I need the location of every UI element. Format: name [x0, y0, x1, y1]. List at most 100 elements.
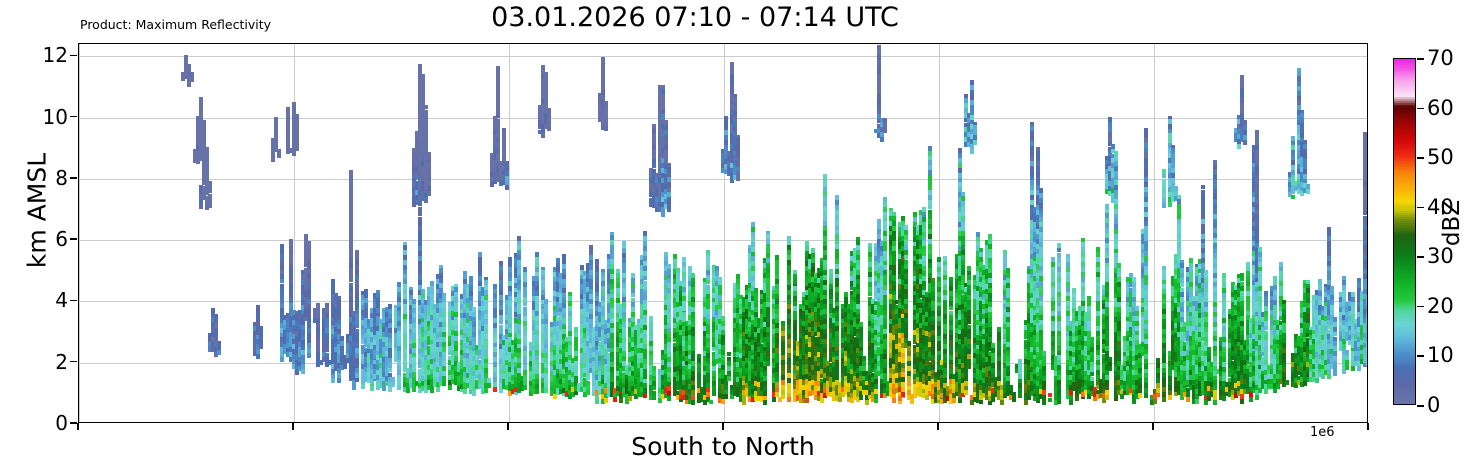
- radar-cell: [307, 338, 311, 343]
- radar-cell: [673, 259, 677, 264]
- radar-cell: [610, 313, 614, 318]
- radar-cell: [793, 301, 797, 306]
- radar-cell: [388, 353, 392, 358]
- radar-cell: [496, 84, 500, 89]
- radar-cell: [856, 275, 860, 280]
- radar-cell: [823, 211, 827, 216]
- radar-cell: [442, 332, 446, 337]
- radar-cell: [397, 360, 401, 365]
- radar-cell: [355, 304, 359, 309]
- radar-cell: [412, 308, 416, 313]
- radar-cell: [469, 276, 473, 281]
- radar-cell: [277, 149, 281, 153]
- radar-cell: [499, 290, 503, 295]
- radar-cell: [718, 280, 722, 285]
- radar-cell: [781, 380, 785, 385]
- radar-cell: [691, 361, 695, 366]
- radar-cell: [883, 207, 887, 212]
- radar-cell: [649, 316, 653, 321]
- radar-cell: [496, 89, 500, 94]
- radar-cell: [355, 294, 359, 299]
- radar-cell: [673, 254, 677, 259]
- radar-cell: [307, 269, 311, 274]
- radar-cell: [508, 281, 512, 286]
- radar-cell: [652, 395, 656, 400]
- radar-cell: [868, 257, 872, 262]
- radar-cell: [307, 309, 311, 314]
- radar-cell: [454, 287, 458, 292]
- radar-cell: [616, 278, 620, 283]
- radar-cell: [388, 368, 392, 373]
- radar-cell: [496, 94, 500, 99]
- radar-cell: [697, 363, 701, 368]
- radar-cell: [304, 234, 308, 238]
- radar-cell: [835, 297, 839, 302]
- radar-cell: [364, 298, 368, 303]
- radar-cell: [307, 343, 311, 348]
- radar-cell: [484, 305, 488, 310]
- radar-cell: [562, 293, 566, 298]
- radar-cell: [877, 84, 881, 89]
- radar-cell: [544, 80, 548, 85]
- radar-cell: [736, 147, 740, 152]
- radar-cell: [733, 102, 737, 107]
- radar-cell: [535, 374, 539, 379]
- radar-cell: [652, 149, 656, 154]
- radar-cell: [496, 69, 500, 74]
- radar-cell: [877, 50, 881, 55]
- radar-cell: [595, 277, 599, 282]
- radar-cell: [562, 318, 566, 323]
- radar-cell: [355, 353, 359, 358]
- radar-cell: [544, 90, 548, 95]
- radar-cell: [544, 309, 548, 314]
- radar-cell: [643, 290, 647, 295]
- radar-cell: [418, 236, 422, 241]
- radar-cell: [652, 159, 656, 164]
- radar-cell: [535, 306, 539, 311]
- radar-cell: [562, 298, 566, 303]
- radar-cell: [601, 291, 605, 296]
- plot-area[interactable]: [78, 43, 1368, 423]
- radar-cell: [883, 256, 887, 261]
- radar-cell: [517, 344, 521, 349]
- radar-cell: [187, 64, 191, 68]
- radar-cell: [442, 381, 446, 386]
- radar-cell: [499, 320, 503, 325]
- radar-cell: [439, 273, 443, 278]
- radar-cell: [469, 296, 473, 301]
- radar-cell: [403, 333, 407, 338]
- radar-cell: [823, 216, 827, 221]
- radar-cell: [205, 166, 209, 171]
- radar-cell: [517, 368, 521, 373]
- radar-cell: [781, 375, 785, 380]
- radar-cell: [586, 390, 590, 395]
- radar-cell: [667, 269, 671, 274]
- radar-cell: [568, 311, 572, 316]
- radar-cell: [493, 308, 497, 313]
- radar-cell: [388, 314, 392, 319]
- radar-cell: [682, 277, 686, 282]
- radar-cell: [421, 88, 425, 93]
- radar-cell: [301, 325, 305, 330]
- radar-cell: [688, 266, 692, 271]
- radar-cell: [835, 336, 839, 341]
- radar-cell: [541, 65, 545, 70]
- radar-cell: [787, 319, 791, 324]
- radar-cell: [517, 304, 521, 309]
- radar-cell: [781, 355, 785, 360]
- radar-cell: [706, 363, 710, 368]
- radar-cell: [661, 99, 665, 104]
- radar-cell: [418, 64, 422, 69]
- radar-cell: [649, 351, 653, 356]
- radar-cell: [442, 366, 446, 371]
- radar-cell: [706, 294, 710, 299]
- radar-cell: [190, 77, 194, 82]
- radar-cell: [601, 286, 605, 291]
- radar-cell: [523, 272, 527, 277]
- radar-cell: [316, 347, 320, 352]
- radar-cell: [454, 302, 458, 307]
- radar-cell: [484, 339, 488, 344]
- radar-cell: [478, 252, 482, 257]
- radar-cell: [403, 279, 407, 284]
- radar-cell: [691, 385, 695, 390]
